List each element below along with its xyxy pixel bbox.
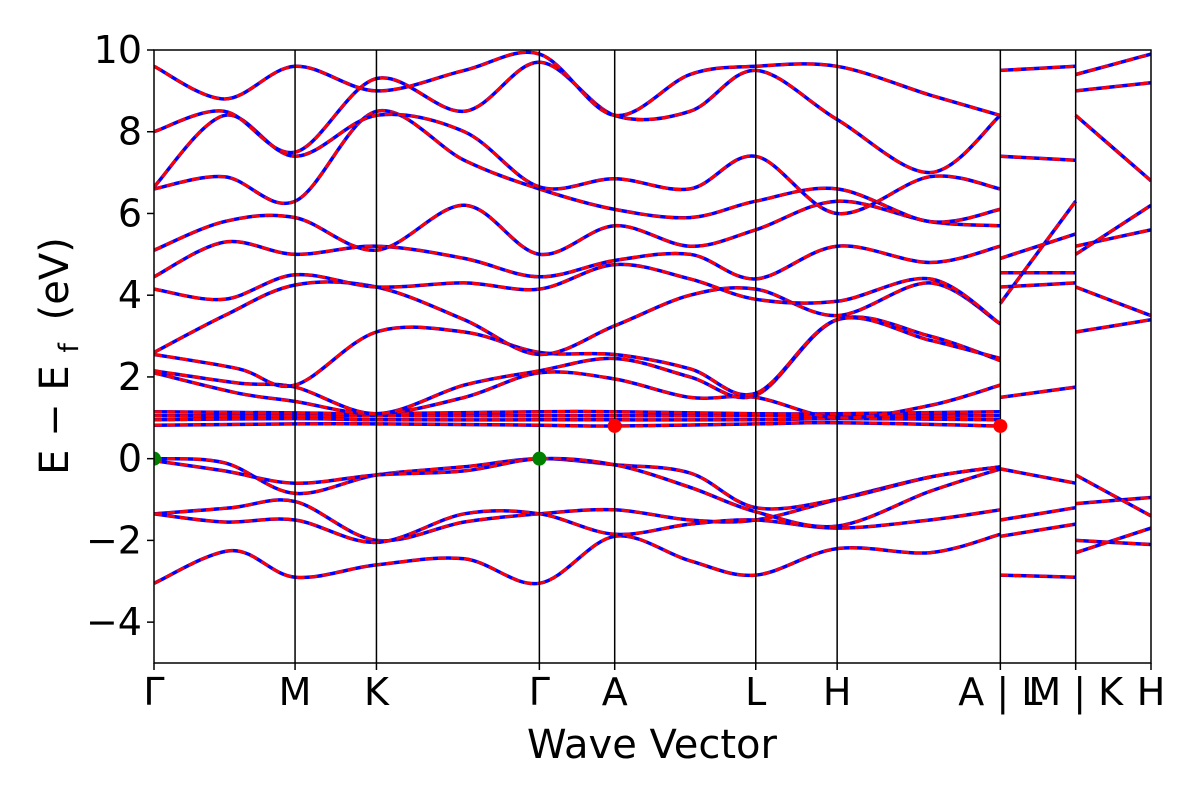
band-seg3_v3-spin-down — [1075, 495, 1151, 506]
band-v1-spin-down — [154, 532, 1001, 586]
band-c6-spin-up — [154, 240, 1001, 281]
band-seg3_c7-spin-up — [1075, 52, 1151, 76]
band-seg3_c1-spin-up — [1075, 318, 1151, 334]
y-tick-label-3: 2 — [118, 355, 142, 399]
band-c10-spin-down — [154, 60, 1002, 175]
band-seg2_c6-spin-up — [1000, 154, 1076, 162]
x-tick-label-6: H — [823, 670, 852, 714]
y-axis-label-unit: (eV) — [32, 237, 78, 320]
y-axis-ticks: −4 −2 0 2 4 6 8 10 — [86, 28, 154, 644]
band-v1-spin-up — [154, 532, 1001, 586]
band-seg2_c3-spin-down — [1000, 281, 1076, 289]
band-c10-spin-up — [154, 60, 1002, 175]
band-seg3_c4-spin-up — [1074, 204, 1151, 256]
x-tick-label-4: A — [602, 670, 628, 714]
x-tick-label-8: M | K — [1028, 670, 1124, 715]
band-seg2_c3-spin-up — [1000, 281, 1076, 289]
y-axis-label-subscript: f — [54, 342, 85, 353]
band-seg2_c5-spin-up — [999, 232, 1077, 260]
band-c8-spin-up — [154, 109, 1001, 224]
band-seg3_v3-spin-up — [1075, 496, 1151, 506]
band-seg2_c2-spin-up — [999, 200, 1077, 305]
band-c2-spin-up — [154, 315, 1001, 416]
y-tick-label-4: 4 — [118, 273, 142, 317]
extremum-marker-3 — [993, 418, 1008, 433]
band-seg2_v3-spin-up — [1000, 506, 1076, 522]
band-seg2_c1-spin-down — [1000, 385, 1076, 400]
band-c7-spin-up — [154, 199, 1001, 256]
y-axis-label: E − E f (eV) — [32, 237, 88, 475]
band-c1-spin-up — [154, 370, 1001, 420]
extremum-marker-2 — [607, 418, 622, 433]
band-c5-spin-down — [154, 262, 1002, 326]
y-tick-label-6: 8 — [118, 110, 142, 154]
bands-layer — [154, 50, 1151, 586]
band-seg2_v2-spin-down — [1000, 522, 1076, 539]
x-tick-label-0: Γ — [143, 670, 164, 714]
band-seg3_v2-spin-up — [1075, 538, 1151, 546]
x-tick-label-5: L — [745, 670, 766, 714]
band-seg2_v4-spin-up — [1000, 467, 1076, 485]
band-v2-spin-up — [154, 465, 1001, 543]
band-c9-spin-up — [154, 112, 1001, 216]
extremum-marker-1 — [532, 451, 547, 466]
band-seg3_c5-spin-up — [1074, 114, 1151, 182]
x-axis-label: Wave Vector — [527, 722, 778, 768]
x-tick-label-2: K — [364, 670, 390, 714]
band-seg2_c7-spin-down — [1000, 64, 1076, 73]
band-seg3_c6-spin-up — [1075, 81, 1151, 93]
plot-frame — [153, 49, 1152, 664]
band-seg3_c2-spin-up — [1075, 285, 1151, 318]
y-tick-label-0: −4 — [86, 600, 142, 644]
band-seg3_v4-spin-up — [1074, 473, 1151, 518]
x-axis-ticks: Γ M K Γ A L H A | LM | K H — [143, 663, 1165, 715]
y-axis-label-main: E − E — [32, 365, 78, 475]
band-seg2_v1-spin-up — [1000, 573, 1076, 579]
x-tick-label-1: M — [279, 670, 312, 714]
band-seg3_c1-spin-down — [1075, 317, 1151, 334]
y-tick-label-1: −2 — [86, 518, 142, 562]
band-c6-spin-down — [154, 239, 1001, 281]
band-seg3_c6-spin-down — [1075, 80, 1151, 93]
x-tick-label-3: Γ — [529, 670, 550, 714]
x-tick-label-9: H — [1137, 670, 1166, 714]
extrema-markers — [154, 418, 1008, 466]
band-seg2_v1-spin-down — [1000, 573, 1076, 579]
band-v5-spin-up — [154, 456, 1001, 529]
band-v3-spin-up — [154, 508, 1001, 544]
band-seg3_v1-spin-up — [1075, 526, 1151, 555]
band-c11-spin-up — [154, 50, 1001, 117]
band-seg2_v3-spin-down — [1000, 505, 1076, 522]
band-seg2_c1-spin-up — [1000, 385, 1076, 399]
y-tick-label-7: 10 — [94, 28, 142, 72]
extremum-marker-0 — [154, 451, 161, 466]
band-c3-spin-up — [154, 316, 1001, 397]
band-seg2_c6-spin-down — [1000, 154, 1076, 163]
band-c11-spin-down — [154, 50, 1001, 118]
band-seg3_v2-spin-down — [1075, 538, 1151, 547]
band-seg2_c7-spin-up — [1000, 64, 1076, 72]
band-c5-spin-up — [154, 262, 1002, 326]
band-seg3_c3-spin-up — [1075, 228, 1151, 248]
y-tick-label-2: 0 — [118, 437, 142, 481]
band-v2-spin-down — [154, 465, 1001, 543]
band-c7-spin-down — [154, 199, 1001, 257]
band-seg2_v2-spin-up — [1000, 522, 1076, 538]
y-tick-label-5: 6 — [118, 191, 142, 235]
band-seg2_v4-spin-down — [999, 467, 1077, 485]
high-symmetry-lines — [294, 50, 1077, 663]
x-tick-label-7: A | L — [958, 670, 1042, 715]
